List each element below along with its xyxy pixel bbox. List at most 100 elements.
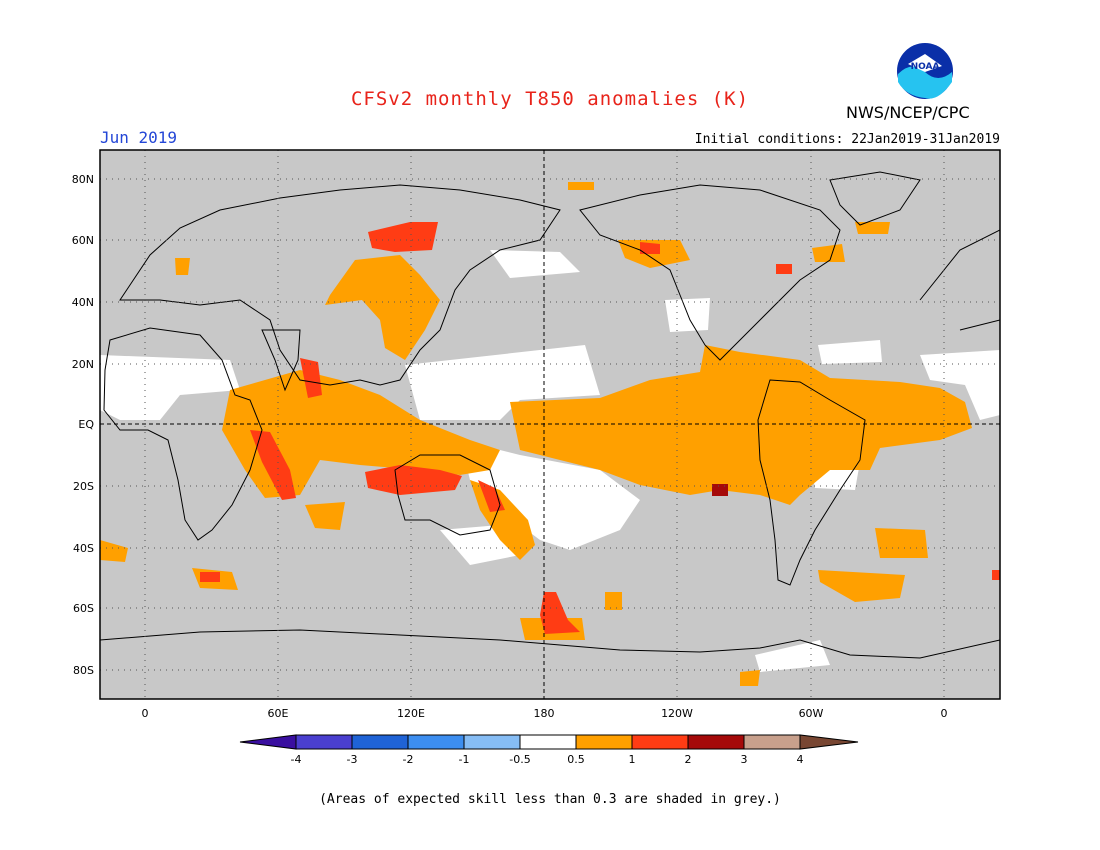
colorbar-segment [575,734,633,750]
coastline-india [261,329,301,392]
colorbar-tick-label: 0.5 [567,753,585,766]
lat-label: 40N [72,296,94,309]
anomaly-region-red [250,430,296,500]
skill-footnote: (Areas of expected skill less than 0.3 a… [319,792,781,807]
anomaly-region-orange [222,370,500,498]
lon-label: 180 [534,707,555,720]
coastlines [100,171,1000,659]
anomaly-region-orange [520,618,585,640]
colorbar-segment [295,734,353,750]
anomaly-region-red [300,358,322,398]
coastline-greenland [829,171,921,226]
lat-label: 20S [73,480,94,493]
coastline-eurasia [119,184,561,386]
colorbar [239,734,859,750]
map-background [100,150,1000,699]
map-title: CFSv2 monthly T850 anomalies (K) [350,88,750,110]
coastline-south-america [757,379,866,586]
lat-label: EQ [78,418,94,431]
anomaly-region-white [818,340,882,364]
colorbar-segment [631,734,689,750]
anomaly-region-orange [470,480,535,560]
colorbar-tick-label: -1 [459,753,470,766]
colorbar-left-arrow [239,734,297,750]
anomaly-region-orange [510,345,972,505]
lat-label: 40S [73,542,94,555]
noaa-logo-icon: NOAA [897,43,953,99]
anomaly-region-white [665,298,710,332]
logo-text: NOAA [911,62,940,72]
anomaly-region-white [755,640,830,672]
colorbar-segment [743,734,801,750]
anomaly-region-red [365,465,462,495]
graticule [100,150,1000,699]
anomaly-region-darkred [712,484,728,496]
anomaly-region-red [992,570,1000,580]
anomaly-region-white [440,525,520,565]
colorbar-tick-label: 4 [797,753,804,766]
colorbar-segment [463,734,521,750]
lon-label: 0 [142,707,149,720]
lat-label: 80S [73,664,94,677]
anomaly-region-orange [740,670,760,686]
lon-label: 60E [268,707,289,720]
colorbar-segment [687,734,745,750]
anomaly-region-white [460,440,640,550]
agency-label: NWS/NCEP/CPC [846,103,970,122]
lon-label: 120E [397,707,425,720]
anomaly-region-orange [812,244,845,262]
initial-conditions: Initial conditions: 22Jan2019-31Jan2019 [694,132,1000,147]
anomaly-region-white [810,460,860,490]
colorbar-segment [351,734,409,750]
lon-label: 0 [941,707,948,720]
anomaly-region-orange [818,570,905,602]
anomaly-region-white [920,350,1000,420]
colorbar-tick-label: -2 [403,753,414,766]
lon-axis: 0 60E 120E 180 120W 60W 0 [142,707,948,720]
colorbar-segment [407,734,465,750]
anomaly-region-orange [192,568,238,590]
lon-label: 60W [799,707,824,720]
lat-label: 60S [73,602,94,615]
map-frame [99,149,1001,700]
lat-label: 20N [72,358,94,371]
anomaly-region-red [540,592,580,634]
anomaly-region-white [100,355,240,420]
lat-label: 60N [72,234,94,247]
colorbar-tick-label: -4 [291,753,302,766]
lat-label: 80N [72,173,94,186]
colorbar-tick-label: 1 [629,753,636,766]
anomaly-region-red [368,222,438,252]
colorbar-ticks: -4 -3 -2 -1 -0.5 0.5 1 2 3 4 [291,753,804,766]
colorbar-tick-label: 2 [685,753,692,766]
anomaly-region-orange [875,528,928,558]
anomaly-region-red [776,264,792,274]
lat-axis: 80N 60N 40N 20N EQ 20S 40S 60S 80S [72,173,95,677]
lon-label: 120W [661,707,693,720]
anomaly-region-orange [305,502,345,530]
anomaly-region-orange [100,540,128,562]
colorbar-right-arrow [799,734,859,750]
anomaly-region-white [405,345,600,420]
forecast-month: Jun 2019 [100,128,178,147]
colorbar-segment [519,734,577,750]
colorbar-tick-label: -0.5 [509,753,530,766]
anomaly-region-red [478,480,505,512]
coastline-north-america [579,184,841,361]
anomaly-region-orange [175,258,190,275]
anomaly-region-red [640,242,660,254]
anomaly-region-white [490,250,580,278]
anomaly-shading [100,171,1000,686]
coastline-antarctica [100,629,1000,659]
anomaly-region-orange [855,222,890,234]
anomaly-region-orange [325,255,440,360]
coastline-africa [103,327,263,541]
coastline-australia [394,454,501,536]
anomaly-region-orange [605,592,622,610]
colorbar-tick-label: 3 [741,753,748,766]
anomaly-region-red [200,572,220,582]
coastline-europe-west [919,229,1000,331]
colorbar-tick-label: -3 [347,753,358,766]
anomaly-region-orange [568,182,594,190]
anomaly-region-orange [618,240,690,268]
